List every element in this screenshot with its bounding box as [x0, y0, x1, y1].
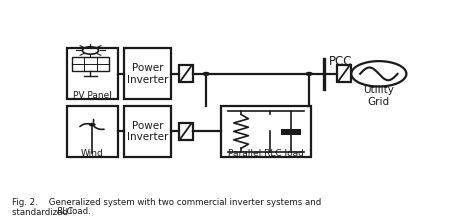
Bar [337, 65, 351, 82]
Circle shape [351, 61, 406, 86]
Text: Utility
Grid: Utility Grid [364, 85, 394, 107]
Circle shape [306, 72, 312, 75]
Text: Power
Inverter: Power Inverter [127, 121, 168, 142]
Text: PCC: PCC [329, 55, 353, 68]
Bar [124, 106, 171, 157]
Bar [179, 65, 192, 82]
Text: Wind: Wind [81, 149, 104, 158]
Bar [221, 106, 311, 157]
Bar [124, 48, 171, 99]
Circle shape [203, 72, 209, 75]
Text: Fig. 2.    Generalized system with two commercial inverter systems and
standardi: Fig. 2. Generalized system with two comm… [12, 198, 321, 217]
Text: Parallel RLC load: Parallel RLC load [228, 149, 304, 158]
Text: Power
Inverter: Power Inverter [127, 63, 168, 85]
Bar [72, 57, 109, 71]
Text: RLC: RLC [56, 207, 73, 216]
Text: load.: load. [66, 207, 91, 216]
Bar [179, 123, 192, 140]
Bar [66, 106, 118, 157]
Text: PV Panel: PV Panel [73, 91, 112, 100]
Bar [66, 48, 118, 99]
Circle shape [90, 123, 95, 126]
